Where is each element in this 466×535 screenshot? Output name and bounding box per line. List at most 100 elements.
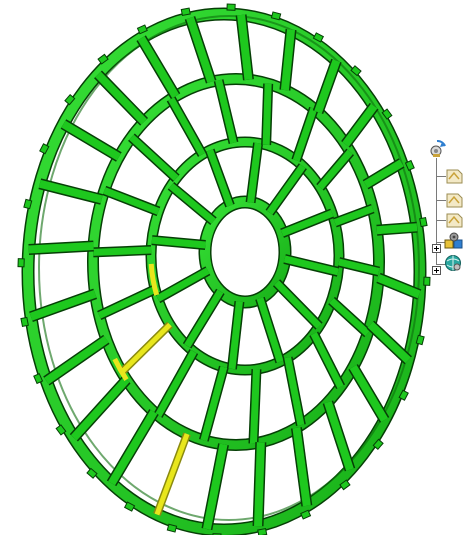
selected-arc[interactable] [148,263,160,296]
hub-ring[interactable] [198,195,292,309]
middle-rib[interactable] [129,134,179,181]
inner-rib[interactable] [151,236,206,249]
rim-lug [270,11,282,21]
middle-rib[interactable] [292,107,318,162]
rim-lug [23,198,33,210]
middle-rib[interactable] [310,332,344,389]
rim-lug [55,424,67,436]
middle-rib[interactable] [262,83,272,146]
outer-rib[interactable] [280,29,296,91]
rim-lug [86,467,98,479]
tree-connector [436,200,446,201]
middle-rib[interactable] [317,149,353,190]
inner-rib[interactable] [168,183,216,224]
rim-lug [339,479,351,491]
rim-lug [33,373,44,385]
rim-lug [372,438,384,451]
part-document-icon[interactable] [446,192,464,212]
product-root-icon[interactable] [428,140,446,162]
assembly-gear-icon[interactable] [444,232,464,254]
selected-rib[interactable] [154,433,190,516]
rim-lug [39,143,50,155]
inner-rib[interactable] [247,142,262,203]
outer-rib[interactable] [376,274,421,299]
middle-rib[interactable] [97,286,157,319]
rim-lug [17,258,25,268]
rim-lug [166,523,178,533]
outer-rib[interactable] [186,16,215,84]
inner-ring[interactable] [145,136,345,376]
outer-rib[interactable] [254,442,265,527]
outer-rib[interactable] [202,443,228,530]
inner-rib[interactable] [156,267,210,302]
middle-rib[interactable] [168,97,206,157]
rim-lug [123,501,136,512]
rim-lug [226,3,236,11]
rim-lug [312,32,325,43]
outer-rib[interactable] [29,290,97,321]
tree-connector [436,242,446,243]
outer-rib[interactable] [292,427,311,507]
outer-rib[interactable] [108,409,158,486]
middle-rib[interactable] [155,349,197,418]
outer-rib[interactable] [237,14,253,81]
rim-lug [212,533,222,535]
middle-rib[interactable] [284,356,305,426]
middle-rib[interactable] [215,79,237,144]
inner-rib[interactable] [206,149,234,207]
outer-rib[interactable] [324,400,354,471]
tree-connector [436,264,446,265]
rim-lug [419,217,428,228]
part-document-icon[interactable] [446,168,464,188]
outer-rib[interactable] [342,103,378,147]
expand-toggle-icon[interactable] [432,260,441,279]
tree-connector [436,158,437,264]
outer-rib[interactable] [363,159,404,189]
outer-ring[interactable] [21,7,427,535]
middle-rib[interactable] [329,297,370,337]
inner-rib[interactable] [274,280,322,329]
inner-rib[interactable] [184,289,224,348]
part-document-icon[interactable] [446,212,464,232]
selected-arc[interactable] [112,357,129,382]
rim-lug [97,53,109,65]
outer-rib[interactable] [314,59,341,114]
middle-rib[interactable] [338,258,380,275]
rim-lug [180,7,191,17]
rim-lug [64,93,76,106]
outer-rib[interactable] [44,336,109,385]
middle-rib[interactable] [93,246,152,256]
inner-rib[interactable] [280,210,334,237]
radial-ribs[interactable] [28,14,422,531]
selected-rib[interactable] [120,322,172,374]
middle-rib[interactable] [333,205,374,226]
outer-rib[interactable] [349,364,388,423]
rim-lug [381,108,393,120]
tree-connector [436,176,446,177]
outer-rib[interactable] [376,223,418,235]
rim-lug [423,276,431,286]
specification-tree[interactable] [426,140,466,280]
outer-rib[interactable] [367,321,411,364]
selected-ribs[interactable] [112,263,191,516]
inner-rib[interactable] [266,164,306,215]
rim-lug [20,316,29,327]
expand-toggle-icon[interactable] [432,238,441,257]
applications-globe-icon[interactable] [444,254,462,276]
outer-rib[interactable] [137,36,180,99]
middle-ring[interactable] [87,73,385,451]
outer-rib[interactable] [61,120,121,161]
rim-lug [415,334,425,346]
outer-rib[interactable] [38,179,103,204]
inner-rib[interactable] [283,255,339,276]
inner-rib[interactable] [228,301,243,370]
inner-rib[interactable] [256,297,284,363]
middle-rib[interactable] [249,369,260,444]
outer-rib[interactable] [95,71,147,125]
middle-rib[interactable] [200,366,228,442]
outer-rib[interactable] [28,242,94,254]
middle-rib[interactable] [103,187,160,215]
outer-rib[interactable] [70,376,130,441]
